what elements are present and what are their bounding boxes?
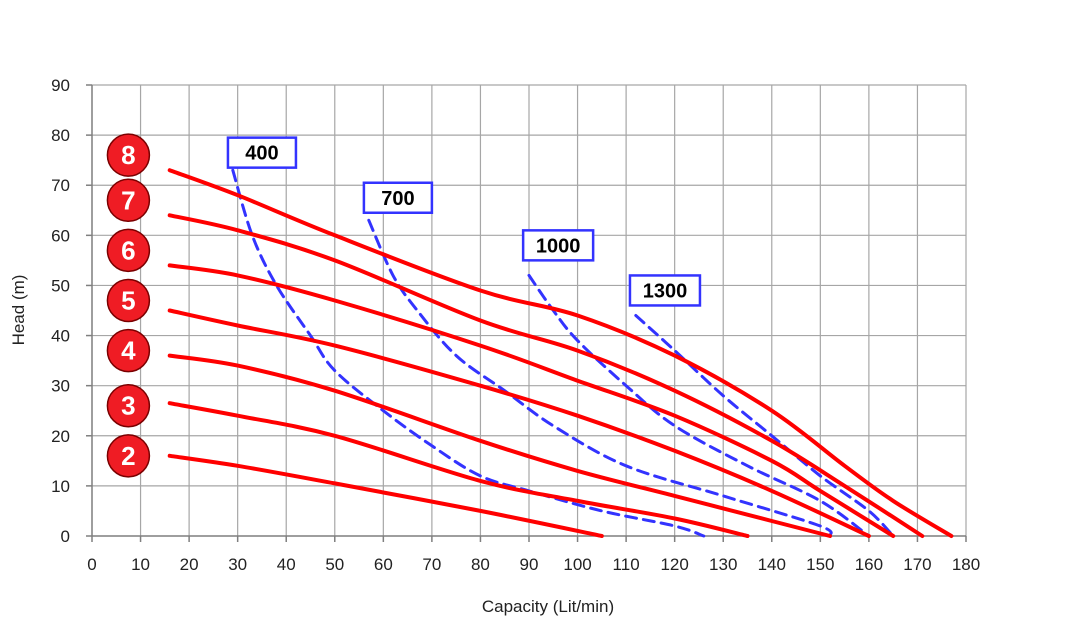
pressure-badge-6: 6 [106, 228, 151, 273]
speed-label-box [362, 181, 434, 214]
x-tick-label: 180 [952, 555, 980, 574]
speed-label-box [521, 229, 595, 262]
x-tick-label: 170 [903, 555, 931, 574]
speed-label-text: 1300 [643, 280, 688, 302]
x-tick-label: 100 [563, 555, 591, 574]
speed-curve-1300 [634, 314, 895, 538]
speed-label-text: 1000 [536, 235, 581, 257]
speed-curve-1000 [527, 273, 871, 538]
badge-label: 3 [121, 391, 135, 421]
speed-curve-700 [367, 218, 833, 538]
x-tick-label: 0 [87, 555, 96, 574]
pressure-curve-4 [167, 353, 832, 538]
badge-circle [106, 278, 151, 323]
speed-label-text: 700 [381, 188, 414, 210]
y-axis-title: Head (m) [9, 275, 28, 346]
badge-label: 6 [121, 235, 135, 265]
axes [86, 84, 967, 542]
speed-label-700: 700 [362, 181, 434, 214]
y-tick-label: 20 [51, 427, 70, 446]
x-tick-label: 20 [180, 555, 199, 574]
badge-circle [106, 434, 151, 478]
badge-label: 2 [121, 441, 135, 471]
x-tick-label: 120 [660, 555, 688, 574]
pressure-curve-3 [167, 401, 750, 538]
speed-label-text: 400 [245, 143, 278, 165]
x-tick-label: 80 [471, 555, 490, 574]
x-tick-label: 40 [277, 555, 296, 574]
x-tick-label: 10 [131, 555, 150, 574]
x-axis-title: Capacity (Lit/min) [482, 597, 614, 616]
x-tick-label: 60 [374, 555, 393, 574]
pressure-curve-2 [167, 453, 604, 538]
pressure-badge-7: 7 [106, 178, 151, 223]
pressure-badge-4: 4 [106, 328, 151, 373]
badge-circle [106, 383, 151, 428]
speed-label-box [628, 274, 702, 307]
pressure-badge-8: 8 [106, 133, 151, 177]
speed-label-400: 400 [226, 136, 298, 169]
speed-label-1000: 1000 [521, 229, 595, 262]
pressure-curve-6 [167, 263, 896, 538]
y-tick-label: 10 [51, 477, 70, 496]
pressure-badge-2: 2 [106, 434, 151, 478]
speed-curve-400 [231, 168, 706, 538]
speed-label-1300: 1300 [628, 274, 702, 307]
pressure-badge-5: 5 [106, 278, 151, 323]
speed-labels: 400 700 1000 1300 [226, 136, 702, 307]
y-tick-label: 60 [51, 226, 70, 245]
y-tick-label: 0 [61, 527, 70, 546]
tick-labels: 0 10 20 30 40 50 60 70 80 90 100 110 120 130 140 150 160… [51, 76, 980, 574]
x-tick-label: 150 [806, 555, 834, 574]
pressure-curve-5 [167, 308, 871, 538]
y-tick-label: 50 [51, 276, 70, 295]
y-tick-label: 30 [51, 377, 70, 396]
x-tick-label: 140 [758, 555, 786, 574]
badge-label: 8 [121, 140, 135, 170]
y-tick-label: 90 [51, 76, 70, 95]
y-tick-label: 40 [51, 327, 70, 346]
badge-circle [106, 178, 151, 223]
badge-label: 7 [121, 185, 135, 215]
x-tick-label: 50 [325, 555, 344, 574]
series-lines [167, 168, 954, 538]
x-tick-label: 110 [613, 555, 640, 574]
x-tick-label: 130 [709, 555, 737, 574]
speed-label-box [226, 136, 298, 169]
pressure-badges: 8 7 6 5 4 3 2 [106, 133, 151, 478]
pressure-curve-8 [167, 168, 954, 538]
y-tick-label: 70 [51, 176, 70, 195]
badge-circle [106, 228, 151, 273]
badge-circle [106, 133, 151, 177]
badge-label: 4 [121, 336, 136, 366]
x-tick-label: 160 [855, 555, 883, 574]
y-tick-label: 80 [51, 126, 70, 145]
x-tick-label: 70 [422, 555, 441, 574]
badge-circle [106, 328, 151, 373]
x-tick-label: 90 [520, 555, 539, 574]
x-tick-label: 30 [228, 555, 247, 574]
pressure-curve-7 [167, 213, 925, 538]
pressure-badge-3: 3 [106, 383, 151, 428]
badge-label: 5 [121, 285, 135, 315]
grid [92, 84, 967, 536]
